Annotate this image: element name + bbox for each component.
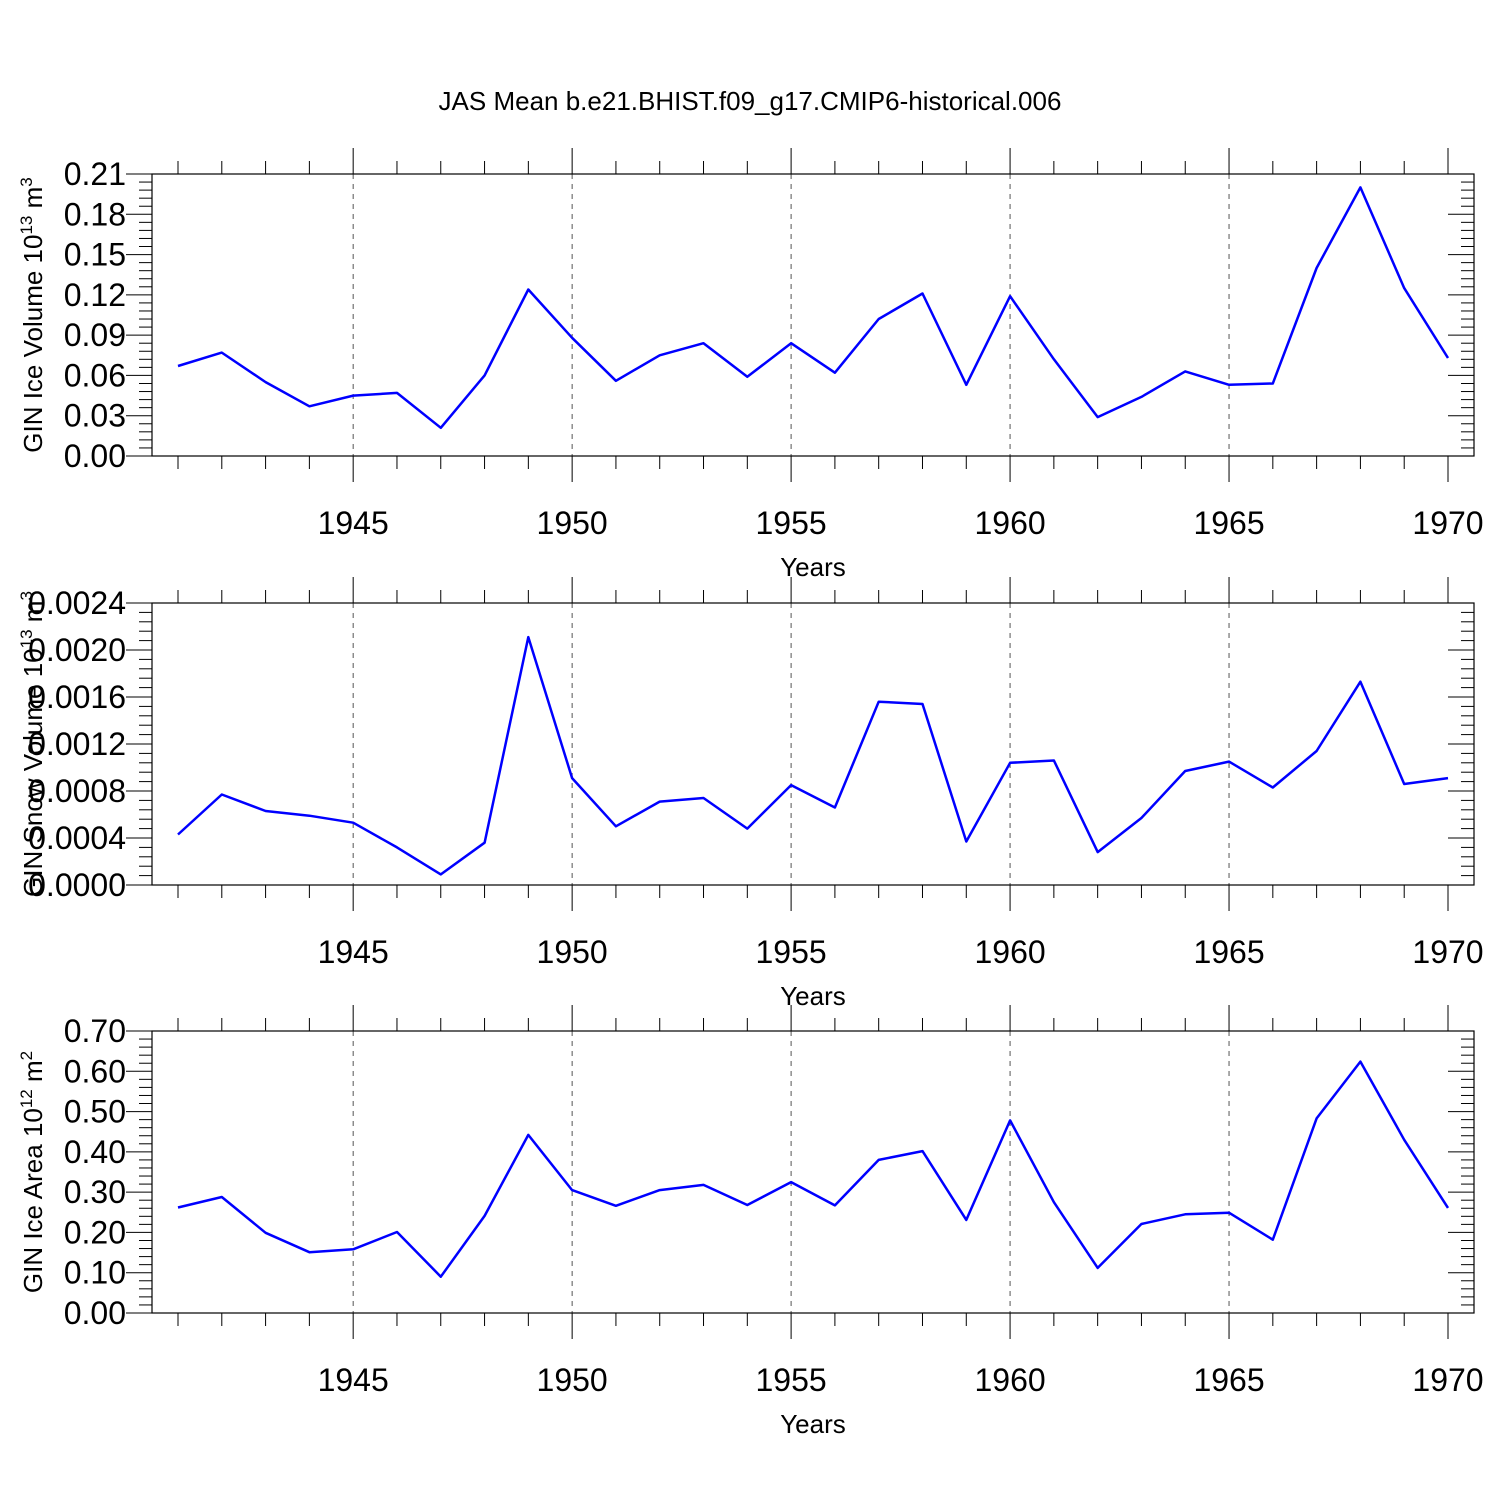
y-axis-title-part: m [18,187,48,216]
y-axis-title-part: 3 [17,591,36,600]
x-tick-label: 1955 [756,934,827,970]
y-tick-label: 0.00 [64,1295,126,1331]
y-axis-title-part: 13 [17,216,36,235]
x-tick-label: 1955 [756,1362,827,1398]
y-tick-label: 0.30 [64,1174,126,1210]
series-line [177,186,1450,430]
x-tick-label: 1965 [1193,505,1264,541]
y-axis-title-part: 13 [17,629,36,648]
x-tick-label: 1950 [537,1362,608,1398]
x-axis-title: Years [780,981,846,1011]
x-tick-label: 1970 [1412,505,1483,541]
y-axis-title-part: 2 [17,1051,36,1060]
y-tick-label: 0.15 [64,237,126,273]
y-tick-label: 0.70 [64,1013,126,1049]
x-axis-title: Years [780,1409,846,1439]
panel-1: 0.00 0.03 0.06 0.09 0.12 0.15 0.18 0.21 1945 1950… [17,148,1484,582]
y-tick-label: 0.06 [64,357,126,393]
y-axis-title-part: 3 [17,177,36,186]
plot-frame [151,173,1475,457]
y-tick-label: 0.18 [64,196,126,232]
y-tick-label: 0.21 [64,156,126,192]
x-axis-title: Years [780,552,846,582]
panel-3: 0.00 0.10 0.20 0.30 0.40 0.50 0.60 0.70 1945 1950… [17,1005,1484,1439]
x-tick-label: 1950 [537,934,608,970]
plot-frame [151,602,1475,886]
y-tick-label: 0.0008 [28,773,126,809]
series-line [177,1060,1450,1278]
y-axis-title-part: GIN Snow Volume 10 [18,648,48,897]
x-tick-label: 1965 [1193,934,1264,970]
x-tick-label: 1960 [974,934,1045,970]
y-tick-label: 0.50 [64,1094,126,1130]
y-tick-label: 0.60 [64,1053,126,1089]
x-tick-label: 1955 [756,505,827,541]
y-tick-label: 0.40 [64,1134,126,1170]
y-tick-label: 0.0020 [28,632,126,668]
y-tick-label: 0.00 [64,438,126,474]
y-axis-title: GIN Snow Volume 1013 m3 [17,591,48,897]
y-tick-label: 0.0012 [28,726,126,762]
series-line [177,635,1449,876]
y-axis-title-part: m [18,1060,48,1089]
plot-frame [151,1030,1475,1314]
y-tick-label: 0.0004 [28,820,126,856]
y-tick-label: 0.0016 [28,679,126,715]
x-tick-label: 1945 [318,1362,389,1398]
y-tick-label: 0.20 [64,1214,126,1250]
y-axis-title-part: GIN Ice Volume 10 [18,235,48,453]
y-tick-label: 0.0000 [28,867,126,903]
y-axis-title-part: 12 [17,1089,36,1108]
y-tick-label: 0.09 [64,317,126,353]
x-tick-label: 1960 [974,1362,1045,1398]
x-tick-label: 1970 [1412,934,1483,970]
x-tick-label: 1945 [318,505,389,541]
y-axis-title: GIN Ice Volume 1013 m3 [17,177,48,453]
y-tick-label: 0.12 [64,277,126,313]
panel-2: 0.0000 0.0004 0.0008 0.0012 0.0016 0.0020 0.00… [17,577,1484,1011]
figure-title: JAS Mean b.e21.BHIST.f09_g17.CMIP6-histo… [439,86,1062,116]
y-axis-title: GIN Ice Area 1012 m2 [17,1051,48,1293]
y-tick-label: 0.03 [64,398,126,434]
y-tick-label: 0.10 [64,1255,126,1291]
x-tick-label: 1960 [974,505,1045,541]
y-tick-label: 0.0024 [28,585,126,621]
x-tick-label: 1950 [537,505,608,541]
y-axis-title-part: GIN Ice Area 10 [18,1108,48,1293]
x-tick-label: 1965 [1193,1362,1264,1398]
x-tick-label: 1970 [1412,1362,1483,1398]
x-tick-label: 1945 [318,934,389,970]
y-axis-title-part: m [18,601,48,630]
